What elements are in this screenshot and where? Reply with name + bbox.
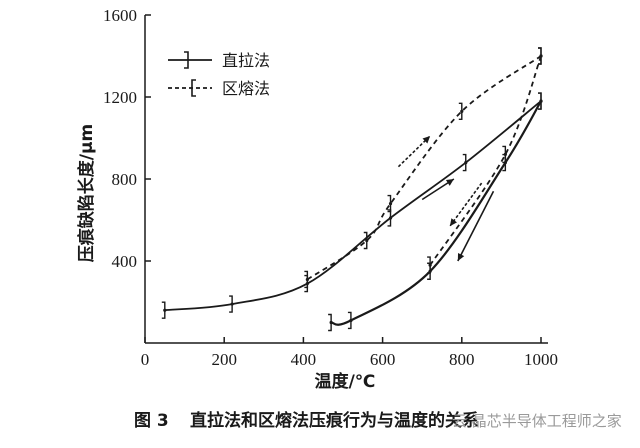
figure-caption: 直拉法和区熔法压痕行为与温度的关系 xyxy=(190,410,479,431)
error-bar-dashed-heating xyxy=(387,194,392,213)
series-layer xyxy=(161,47,543,332)
error-bar-dashed-heating xyxy=(363,231,368,250)
y-tick-label: 1200 xyxy=(103,88,137,107)
error-bar-solid-heating xyxy=(229,295,233,313)
error-bar-dashed-heating xyxy=(458,102,463,121)
y-tick-label: 1600 xyxy=(103,6,137,25)
arrow-solid-heating xyxy=(421,178,455,201)
legend-label-solid: 直拉法 xyxy=(222,51,270,70)
figure-number: 图 3 xyxy=(134,411,169,431)
series-line-solid-heating xyxy=(164,100,542,312)
axes-frame xyxy=(144,15,548,344)
y-axis-ticks: 400 800 1200 1600 xyxy=(103,6,151,271)
error-bar-solid-heating xyxy=(161,301,166,319)
legend: 直拉法 区熔法 xyxy=(168,51,270,98)
error-bar-solid-cooling xyxy=(328,313,332,332)
y-tick-label: 800 xyxy=(112,170,138,189)
error-bar-dashed-heating xyxy=(304,270,309,289)
arrow-dashed-cooling xyxy=(449,182,483,227)
series-line-solid-cooling xyxy=(330,100,542,326)
error-bar-solid-heating xyxy=(462,153,467,172)
x-tick-label: 600 xyxy=(370,350,396,369)
x-tick-label: 0 xyxy=(141,350,150,369)
arrow-dashed-heating-head xyxy=(422,135,431,144)
arrow-dashed-cooling-head xyxy=(449,218,457,227)
watermark: 云 晶芯半导体工程师之家 xyxy=(452,412,622,430)
x-tick-label: 800 xyxy=(449,350,475,369)
arrow-solid-cooling xyxy=(457,190,495,262)
x-axis-ticks: 0 200 400 600 800 1000 xyxy=(141,337,558,369)
legend-label-dashed: 区熔法 xyxy=(222,79,270,98)
legend-errorbar-dashed xyxy=(191,79,196,97)
y-tick-label: 400 xyxy=(112,252,138,271)
arrow-dashed-heating-shaft xyxy=(397,135,431,168)
error-bar-solid-cooling xyxy=(347,311,352,330)
error-bar-dashed-cooling xyxy=(538,47,542,65)
arrow-solid-cooling-shaft xyxy=(457,190,495,262)
direction-arrows xyxy=(397,135,495,262)
y-axis-label: 压痕缺陷长度/μm xyxy=(76,124,97,262)
arrow-dashed-heating xyxy=(397,135,431,168)
error-bar-dashed-cooling xyxy=(427,256,431,274)
x-tick-label: 400 xyxy=(291,350,317,369)
x-tick-label: 1000 xyxy=(524,350,558,369)
error-bar-dashed-cooling xyxy=(502,145,507,164)
arrow-dashed-cooling-shaft xyxy=(449,182,483,227)
x-axis-label: 温度/℃ xyxy=(315,371,376,392)
series-line-dashed-cooling xyxy=(429,55,542,266)
legend-errorbar-solid xyxy=(184,51,189,69)
error-bar-solid-cooling xyxy=(538,92,542,110)
x-tick-label: 200 xyxy=(211,350,237,369)
arrow-solid-heating-head xyxy=(445,179,454,186)
error-bar-solid-heating xyxy=(387,209,392,227)
arrow-solid-cooling-head xyxy=(457,253,465,261)
